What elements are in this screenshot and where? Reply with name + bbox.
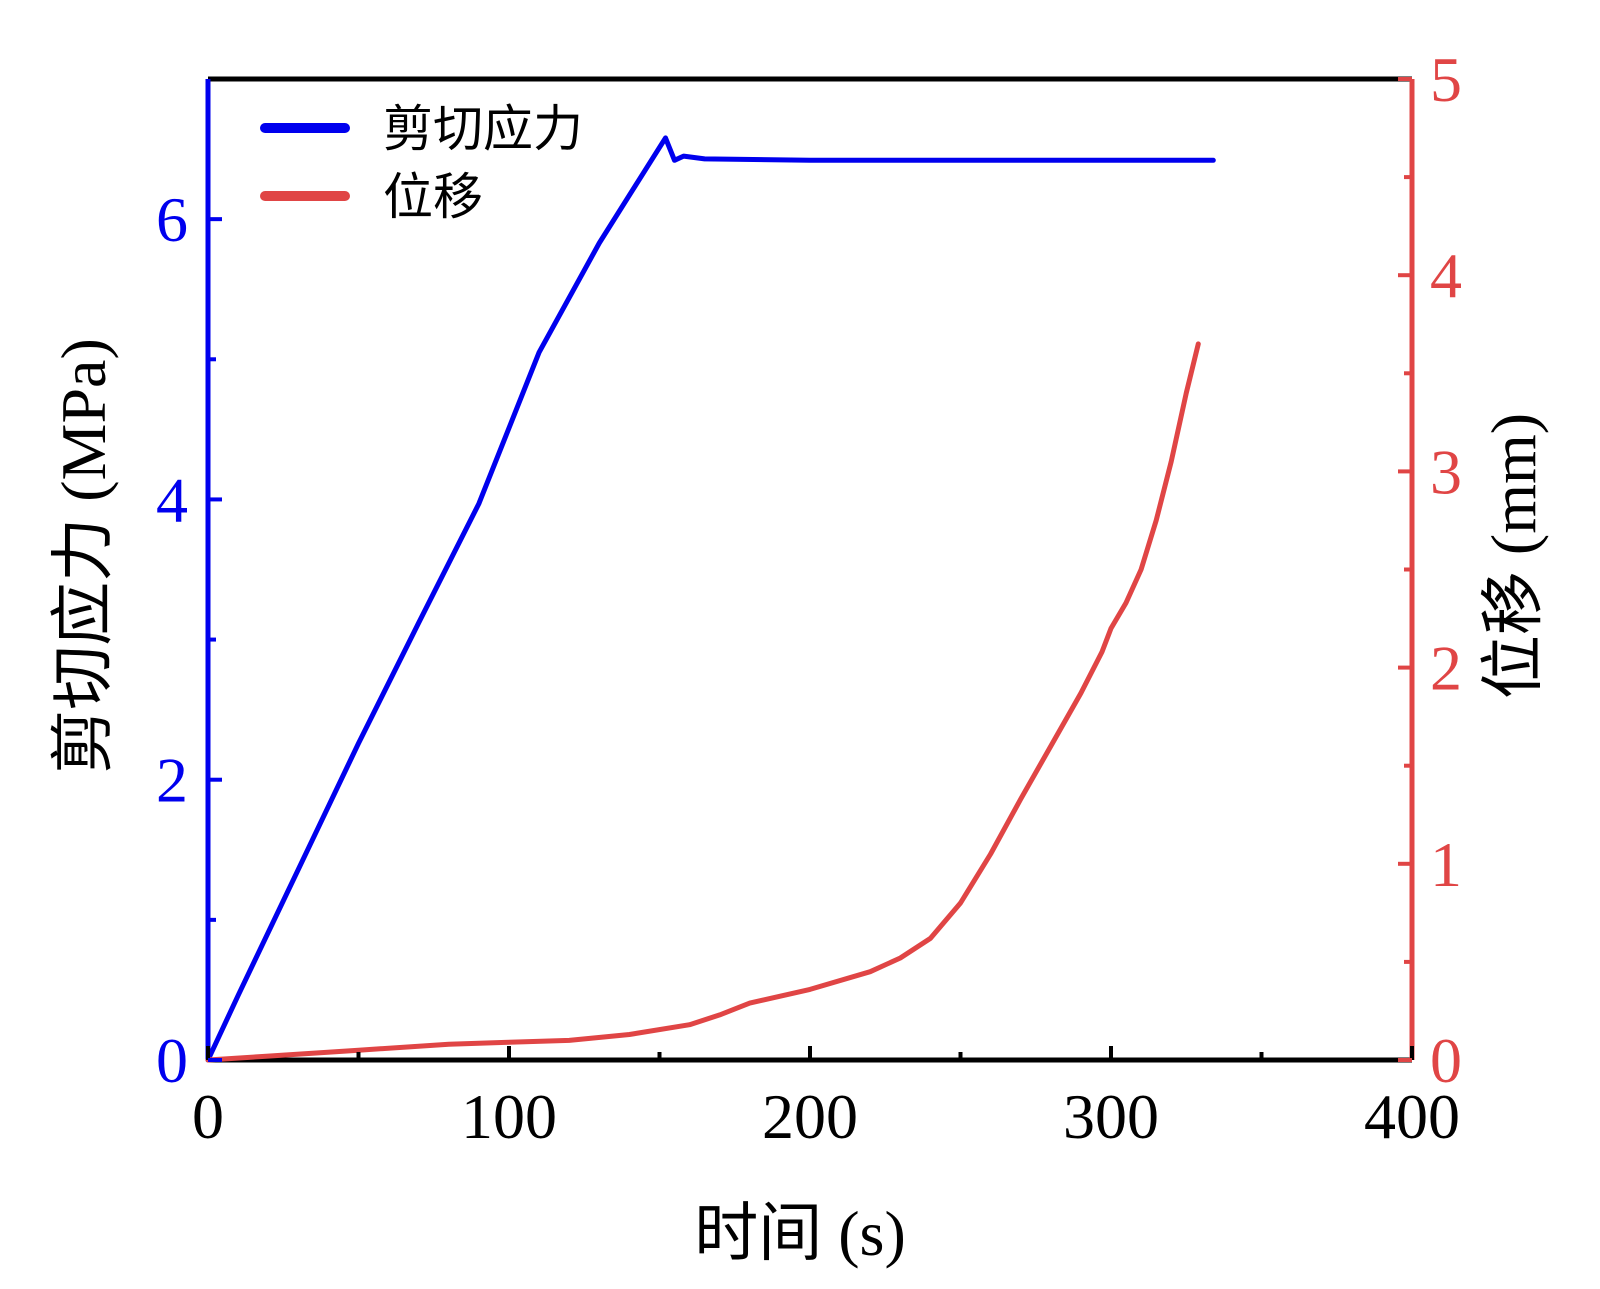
x-axis-title: 时间 (s) [694, 1198, 906, 1269]
y-left-tick-label: 6 [156, 184, 188, 255]
y-right-tick-label: 1 [1430, 829, 1462, 900]
y-right-tick-label: 3 [1430, 436, 1462, 507]
x-tick-label: 300 [1063, 1081, 1159, 1152]
y-axis-right-title: 位移 (mm) [1478, 413, 1549, 699]
y-right-tick-label: 0 [1430, 1025, 1462, 1096]
legend-label-shear-stress: 剪切应力 [383, 101, 583, 157]
y-axis-left-title: 剪切应力 (MPa) [48, 338, 119, 774]
legend-label-displacement: 位移 [383, 169, 483, 225]
y-right-tick-label: 2 [1430, 633, 1462, 704]
series-line-displacement [205, 341, 1201, 1063]
series-line-shear-stress [205, 135, 1216, 1063]
y-left-tick-label: 4 [156, 464, 188, 535]
x-tick-label: 100 [461, 1081, 557, 1152]
x-tick-label: 200 [762, 1081, 858, 1152]
x-tick-label: 400 [1364, 1081, 1460, 1152]
plot-frame [205, 76, 1415, 1063]
y-right-tick-label: 5 [1430, 44, 1462, 115]
legend: 剪切应力 位移 [260, 101, 583, 225]
x-tick-label: 0 [192, 1081, 224, 1152]
y-left-tick-label: 2 [156, 745, 188, 816]
series-layer [205, 135, 1216, 1063]
y-left-tick-label: 0 [156, 1025, 188, 1096]
y-right-tick-label: 4 [1430, 240, 1462, 311]
